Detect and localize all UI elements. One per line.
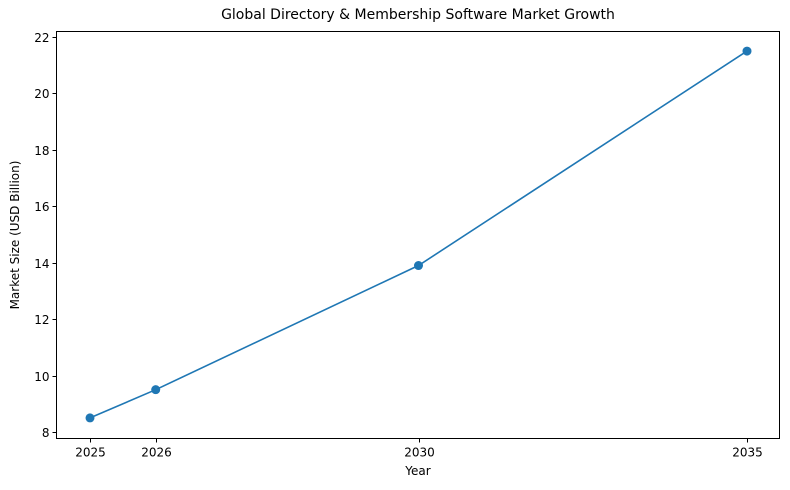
x-axis-ticks: 2025 2026 2030 2035 bbox=[75, 438, 763, 460]
y-axis-label: Market Size (USD Billion) bbox=[8, 161, 22, 310]
data-point-marker bbox=[151, 385, 161, 395]
data-point-marker bbox=[85, 413, 95, 423]
x-tick-label: 2026 bbox=[141, 446, 172, 460]
x-tick-label: 2035 bbox=[732, 446, 763, 460]
y-tick-label: 12 bbox=[34, 313, 49, 327]
data-point-marker bbox=[414, 261, 423, 271]
y-tick-label: 10 bbox=[34, 370, 49, 384]
y-tick-label: 18 bbox=[34, 144, 49, 158]
x-tick-label: 2025 bbox=[75, 446, 106, 460]
y-axis-ticks: 8 10 12 14 16 18 20 22 bbox=[34, 31, 57, 440]
x-axis-label: Year bbox=[404, 464, 430, 478]
chart-title: Global Directory & Membership Software M… bbox=[221, 7, 615, 23]
series-line bbox=[89, 50, 748, 419]
data-point-marker bbox=[742, 46, 752, 56]
x-tick-label: 2030 bbox=[404, 446, 435, 460]
axes-frame bbox=[56, 31, 780, 439]
y-tick-label: 20 bbox=[34, 87, 49, 101]
y-tick-label: 14 bbox=[34, 257, 49, 271]
data-series bbox=[85, 46, 752, 423]
y-tick-label: 16 bbox=[34, 200, 49, 214]
y-tick-label: 22 bbox=[34, 31, 49, 45]
y-tick-label: 8 bbox=[42, 426, 50, 440]
